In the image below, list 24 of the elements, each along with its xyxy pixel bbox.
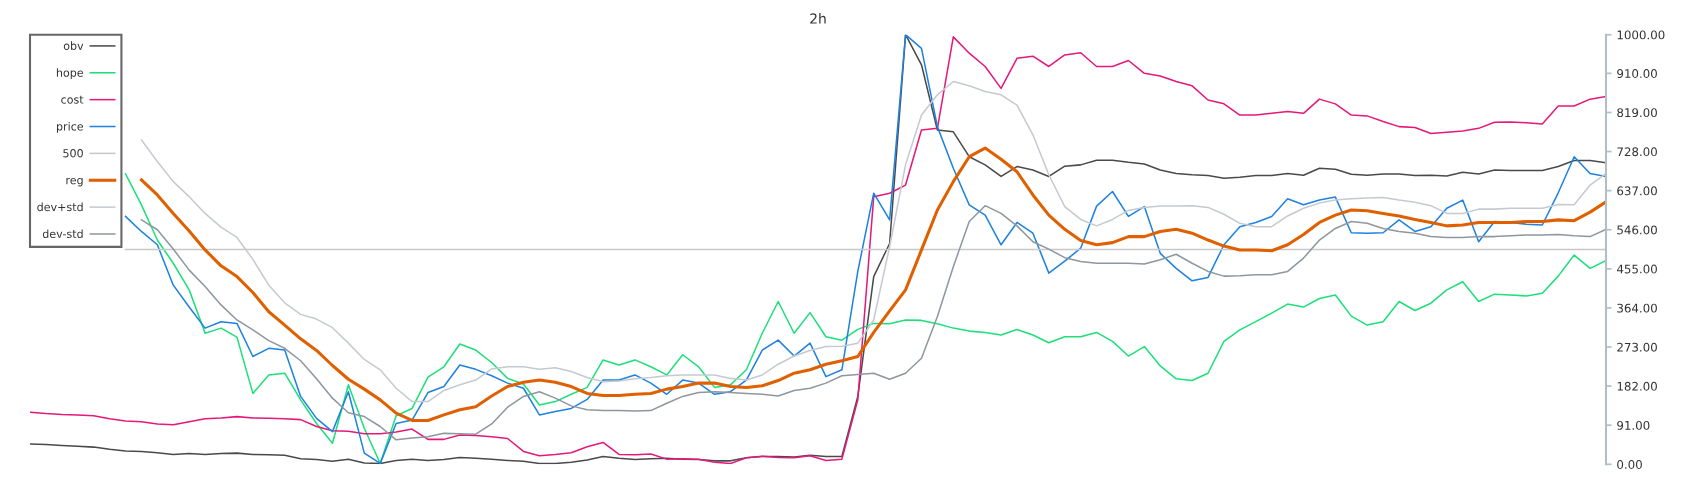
y-tick-label: 364.00: [1617, 303, 1657, 313]
y-tick-label: 182.00: [1617, 381, 1657, 391]
legend-label: 500: [63, 149, 83, 158]
legend-label: cost: [61, 95, 84, 104]
y-tick-label: 273.00: [1617, 342, 1657, 352]
chart-title: 2h: [810, 13, 826, 24]
y-tick-label: 637.00: [1617, 186, 1657, 196]
y-tick-label: 0.00: [1617, 460, 1642, 469]
y-tick-label: 455.00: [1616, 264, 1657, 274]
y-tick-label: 819.00: [1617, 108, 1657, 118]
legend-label: hope: [56, 68, 84, 79]
y-tick-label: 1000.00: [1617, 30, 1665, 40]
y-tick-label: 910.00: [1617, 69, 1657, 79]
y-tick-label: 546.00: [1617, 225, 1657, 235]
legend-label: price: [57, 121, 84, 133]
line-series: [124, 173, 1606, 465]
line-series: [140, 204, 1606, 441]
legend-label: dev+std: [37, 202, 83, 212]
legend-label: reg: [66, 177, 83, 187]
y-tick-label: 728.00: [1617, 147, 1657, 157]
legend-label: obv: [63, 41, 84, 50]
line-series: [139, 146, 1606, 423]
y-tick-label: 91.00: [1617, 420, 1650, 430]
legend-label: dev-std: [42, 229, 83, 239]
